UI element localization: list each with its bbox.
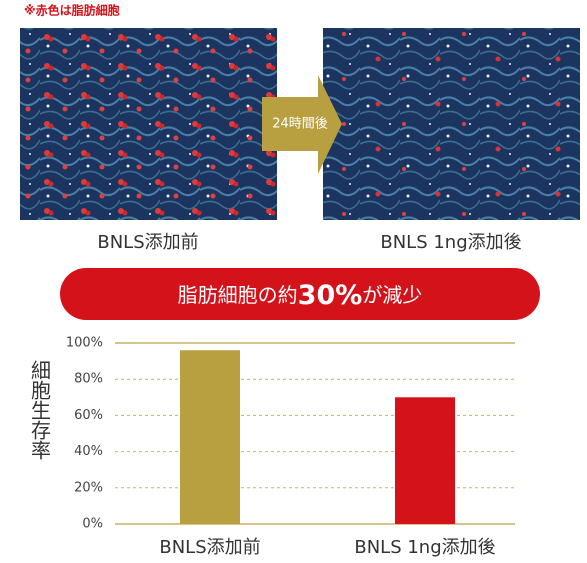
bar — [180, 350, 240, 524]
y-tick-label: 100% — [66, 336, 103, 351]
x-tick-label: BNLS添加前 — [159, 537, 260, 558]
x-tick-label: BNLS 1ng添加後 — [354, 537, 495, 558]
bar — [395, 397, 455, 524]
y-tick-label: 80% — [74, 372, 103, 387]
y-tick-label: 60% — [74, 408, 103, 423]
arrow — [262, 75, 342, 174]
y-tick-label: 0% — [82, 517, 103, 532]
photo-before-fat — [20, 28, 277, 220]
banner-text: 脂肪細胞の約30%が減少 — [178, 280, 423, 311]
banner-suffix: が減少 — [362, 283, 422, 307]
banner — [60, 268, 540, 320]
photo-caption: BNLS添加前 — [97, 232, 198, 253]
y-tick-label: 40% — [74, 444, 103, 459]
photo-caption: BNLS 1ng添加後 — [380, 232, 521, 253]
y-tick-label: 20% — [74, 480, 103, 495]
note: ※赤色は脂肪細胞 — [24, 3, 120, 18]
banner-prefix: 脂肪細胞の約 — [178, 283, 298, 307]
y-axis-label: 細胞生存率 — [28, 360, 52, 460]
photo-after-fat — [323, 28, 580, 220]
banner-emphasis: 30% — [298, 280, 363, 311]
arrow-label: 24時間後 — [272, 117, 328, 132]
